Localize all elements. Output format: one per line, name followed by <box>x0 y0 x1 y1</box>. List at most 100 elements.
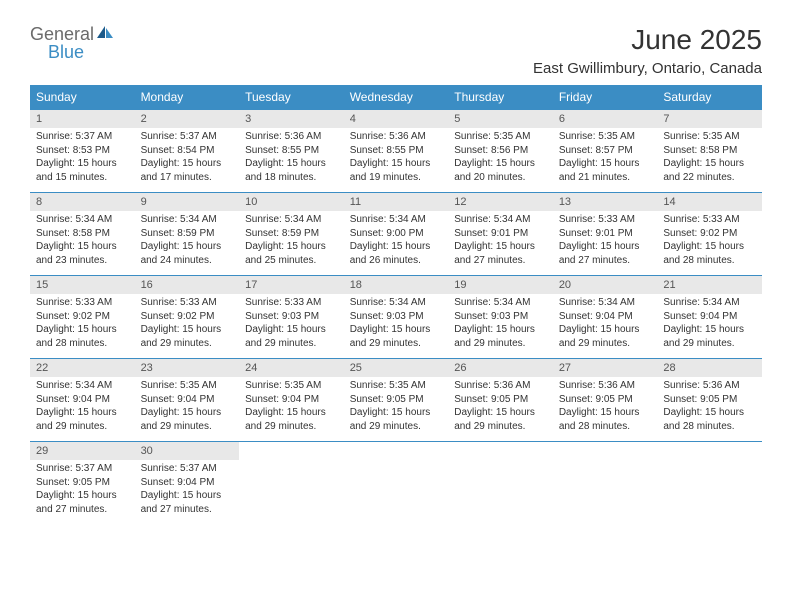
daylight-text: Daylight: 15 hours and 28 minutes. <box>663 406 756 433</box>
sunset-text: Sunset: 8:56 PM <box>454 144 547 158</box>
day-number: 28 <box>657 359 762 377</box>
daylight-text: Daylight: 15 hours and 29 minutes. <box>454 406 547 433</box>
sunrise-text: Sunrise: 5:34 AM <box>663 296 756 310</box>
sunrise-text: Sunrise: 5:37 AM <box>36 462 129 476</box>
day-content: Sunrise: 5:33 AMSunset: 9:01 PMDaylight:… <box>553 211 658 275</box>
day-number: 3 <box>239 110 344 128</box>
day-content: Sunrise: 5:33 AMSunset: 9:02 PMDaylight:… <box>657 211 762 275</box>
sunrise-text: Sunrise: 5:34 AM <box>454 296 547 310</box>
day-content: Sunrise: 5:33 AMSunset: 9:02 PMDaylight:… <box>135 294 240 358</box>
daylight-text: Daylight: 15 hours and 29 minutes. <box>559 323 652 350</box>
week-row: 8Sunrise: 5:34 AMSunset: 8:58 PMDaylight… <box>30 193 762 276</box>
sunrise-text: Sunrise: 5:34 AM <box>36 213 129 227</box>
day-cell <box>553 442 658 525</box>
logo-text-blue: Blue <box>48 43 115 61</box>
sunrise-text: Sunrise: 5:35 AM <box>350 379 443 393</box>
sunrise-text: Sunrise: 5:37 AM <box>36 130 129 144</box>
sunset-text: Sunset: 8:57 PM <box>559 144 652 158</box>
day-cell <box>657 442 762 525</box>
sunset-text: Sunset: 8:58 PM <box>663 144 756 158</box>
day-content: Sunrise: 5:33 AMSunset: 9:02 PMDaylight:… <box>30 294 135 358</box>
day-cell: 21Sunrise: 5:34 AMSunset: 9:04 PMDayligh… <box>657 276 762 359</box>
day-content: Sunrise: 5:34 AMSunset: 8:59 PMDaylight:… <box>239 211 344 275</box>
daylight-text: Daylight: 15 hours and 25 minutes. <box>245 240 338 267</box>
sunset-text: Sunset: 9:01 PM <box>454 227 547 241</box>
sunrise-text: Sunrise: 5:34 AM <box>559 296 652 310</box>
empty-day-number <box>344 442 449 460</box>
sunset-text: Sunset: 9:03 PM <box>350 310 443 324</box>
day-number: 21 <box>657 276 762 294</box>
daylight-text: Daylight: 15 hours and 23 minutes. <box>36 240 129 267</box>
sunrise-text: Sunrise: 5:36 AM <box>350 130 443 144</box>
daylight-text: Daylight: 15 hours and 19 minutes. <box>350 157 443 184</box>
sunrise-text: Sunrise: 5:33 AM <box>559 213 652 227</box>
logo: General Blue <box>30 24 115 61</box>
sunrise-text: Sunrise: 5:34 AM <box>36 379 129 393</box>
day-header-wednesday: Wednesday <box>344 85 449 110</box>
day-number: 12 <box>448 193 553 211</box>
day-number: 19 <box>448 276 553 294</box>
logo-text-general: General <box>30 24 94 44</box>
daylight-text: Daylight: 15 hours and 29 minutes. <box>36 406 129 433</box>
day-content: Sunrise: 5:36 AMSunset: 8:55 PMDaylight:… <box>239 128 344 192</box>
day-cell: 3Sunrise: 5:36 AMSunset: 8:55 PMDaylight… <box>239 110 344 193</box>
sunset-text: Sunset: 9:04 PM <box>141 476 234 490</box>
day-number: 20 <box>553 276 658 294</box>
daylight-text: Daylight: 15 hours and 29 minutes. <box>663 323 756 350</box>
day-cell: 22Sunrise: 5:34 AMSunset: 9:04 PMDayligh… <box>30 359 135 442</box>
daylight-text: Daylight: 15 hours and 27 minutes. <box>36 489 129 516</box>
sunrise-text: Sunrise: 5:34 AM <box>454 213 547 227</box>
sunset-text: Sunset: 8:53 PM <box>36 144 129 158</box>
daylight-text: Daylight: 15 hours and 29 minutes. <box>245 323 338 350</box>
day-cell: 19Sunrise: 5:34 AMSunset: 9:03 PMDayligh… <box>448 276 553 359</box>
sunrise-text: Sunrise: 5:35 AM <box>141 379 234 393</box>
sunrise-text: Sunrise: 5:36 AM <box>663 379 756 393</box>
day-cell: 10Sunrise: 5:34 AMSunset: 8:59 PMDayligh… <box>239 193 344 276</box>
day-cell: 18Sunrise: 5:34 AMSunset: 9:03 PMDayligh… <box>344 276 449 359</box>
day-number: 9 <box>135 193 240 211</box>
day-cell: 7 Sunrise: 5:35 AMSunset: 8:58 PMDaylight… <box>657 110 762 193</box>
day-number: 26 <box>448 359 553 377</box>
day-cell: 5Sunrise: 5:35 AMSunset: 8:56 PMDaylight… <box>448 110 553 193</box>
day-cell: 16Sunrise: 5:33 AMSunset: 9:02 PMDayligh… <box>135 276 240 359</box>
calendar-table: Sunday Monday Tuesday Wednesday Thursday… <box>30 85 762 524</box>
day-content: Sunrise: 5:36 AMSunset: 9:05 PMDaylight:… <box>553 377 658 441</box>
sunset-text: Sunset: 8:55 PM <box>350 144 443 158</box>
day-number: 5 <box>448 110 553 128</box>
day-cell: 27Sunrise: 5:36 AMSunset: 9:05 PMDayligh… <box>553 359 658 442</box>
daylight-text: Daylight: 15 hours and 18 minutes. <box>245 157 338 184</box>
day-number: 4 <box>344 110 449 128</box>
empty-day-number <box>657 442 762 460</box>
day-cell: 15Sunrise: 5:33 AMSunset: 9:02 PMDayligh… <box>30 276 135 359</box>
day-content: Sunrise: 5:34 AMSunset: 9:04 PMDaylight:… <box>553 294 658 358</box>
day-cell <box>448 442 553 525</box>
daylight-text: Daylight: 15 hours and 29 minutes. <box>350 323 443 350</box>
day-header-thursday: Thursday <box>448 85 553 110</box>
sunset-text: Sunset: 9:05 PM <box>454 393 547 407</box>
day-cell: 6Sunrise: 5:35 AMSunset: 8:57 PMDaylight… <box>553 110 658 193</box>
sunrise-text: Sunrise: 5:36 AM <box>454 379 547 393</box>
empty-day-number <box>448 442 553 460</box>
daylight-text: Daylight: 15 hours and 29 minutes. <box>141 406 234 433</box>
day-cell <box>344 442 449 525</box>
day-number: 14 <box>657 193 762 211</box>
day-number: 25 <box>344 359 449 377</box>
sunrise-text: Sunrise: 5:36 AM <box>559 379 652 393</box>
week-row: 15Sunrise: 5:33 AMSunset: 9:02 PMDayligh… <box>30 276 762 359</box>
day-cell: 11Sunrise: 5:34 AMSunset: 9:00 PMDayligh… <box>344 193 449 276</box>
daylight-text: Daylight: 15 hours and 22 minutes. <box>663 157 756 184</box>
sunrise-text: Sunrise: 5:35 AM <box>663 130 756 144</box>
empty-day-number <box>239 442 344 460</box>
sunset-text: Sunset: 9:02 PM <box>36 310 129 324</box>
day-number: 7 <box>657 110 762 128</box>
day-cell: 12Sunrise: 5:34 AMSunset: 9:01 PMDayligh… <box>448 193 553 276</box>
day-content: Sunrise: 5:34 AMSunset: 9:04 PMDaylight:… <box>30 377 135 441</box>
daylight-text: Daylight: 15 hours and 15 minutes. <box>36 157 129 184</box>
day-number: 2 <box>135 110 240 128</box>
day-number: 13 <box>553 193 658 211</box>
sunrise-text: Sunrise: 5:34 AM <box>245 213 338 227</box>
daylight-text: Daylight: 15 hours and 24 minutes. <box>141 240 234 267</box>
sunset-text: Sunset: 9:03 PM <box>245 310 338 324</box>
day-cell: 26 Sunrise: 5:36 AMSunset: 9:05 PMDayligh… <box>448 359 553 442</box>
sunset-text: Sunset: 9:02 PM <box>141 310 234 324</box>
